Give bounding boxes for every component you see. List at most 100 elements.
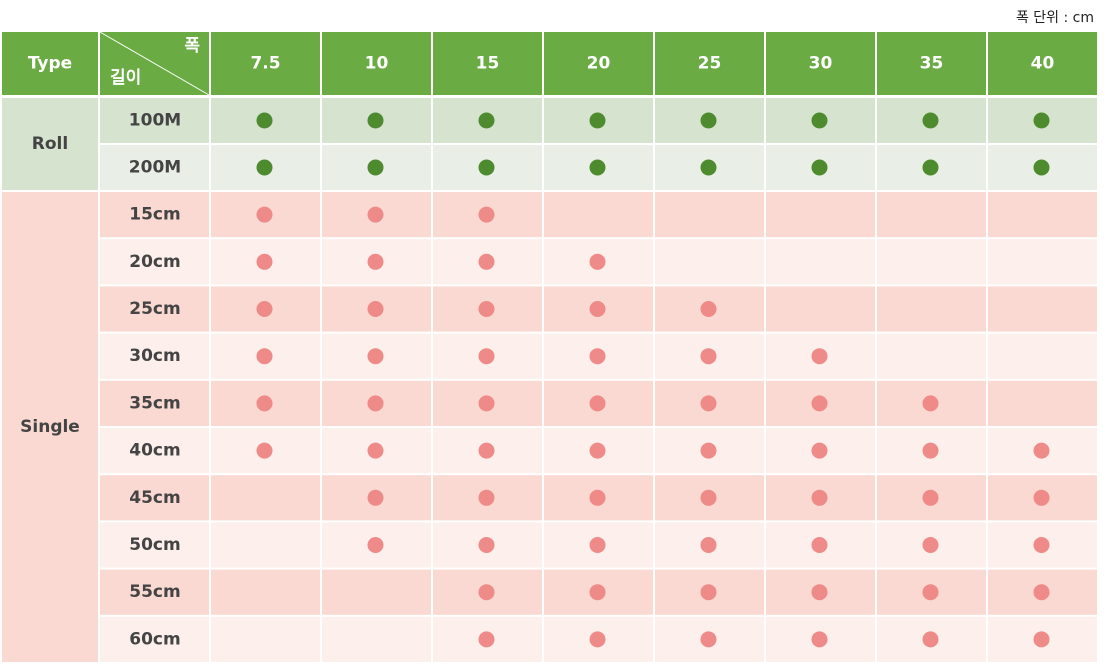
cell [988, 239, 1097, 285]
group-name: Roll [32, 134, 68, 154]
availability-dot [589, 301, 606, 317]
header-cell [877, 32, 986, 95]
availability-dot [922, 584, 939, 601]
header-width: 20 [587, 54, 611, 74]
header-cell [544, 32, 653, 95]
availability-dot [922, 395, 939, 412]
availability-dot [922, 489, 939, 506]
header-cell [211, 32, 320, 95]
cell [766, 286, 875, 332]
length-label: 100M [129, 111, 181, 131]
length-label: 25cm [129, 299, 180, 319]
cell [877, 192, 986, 238]
header-cell [988, 32, 1097, 95]
group-name: Single [20, 417, 80, 437]
length-cell [100, 522, 209, 568]
availability-dot [1033, 631, 1050, 648]
availability-dot [256, 442, 273, 459]
availability-dot [811, 112, 828, 129]
availability-dot [811, 442, 828, 459]
header-width: 7.5 [250, 54, 280, 74]
availability-dot [1033, 489, 1050, 506]
availability-dot [256, 112, 273, 129]
availability-dot [478, 253, 495, 270]
header-width: 40 [1031, 54, 1055, 74]
availability-dot [922, 537, 939, 553]
group-cell [2, 98, 98, 190]
header-width: 30 [809, 54, 833, 74]
availability-dot [811, 631, 828, 648]
availability-dot [367, 442, 384, 459]
cell [211, 616, 320, 662]
header-length-label: 길이 [110, 68, 141, 88]
availability-dot [367, 112, 384, 129]
availability-dot [811, 159, 828, 176]
cell [877, 333, 986, 379]
availability-dot [367, 301, 384, 317]
availability-dot [256, 395, 273, 412]
availability-dot [478, 631, 495, 648]
cell [877, 286, 986, 332]
header-cell [433, 32, 542, 95]
availability-dot [589, 253, 606, 270]
availability-dot [922, 442, 939, 459]
unit-note: 폭 단위 : cm [1016, 10, 1094, 26]
availability-dot [1033, 584, 1050, 601]
availability-dot [256, 159, 273, 176]
availability-dot [922, 631, 939, 648]
availability-dot [478, 159, 495, 176]
header-type: Type [28, 54, 72, 74]
length-cell [100, 145, 209, 190]
availability-dot [589, 631, 606, 648]
length-cell [100, 192, 209, 238]
availability-dot [700, 395, 717, 412]
availability-dot [1033, 442, 1050, 459]
availability-dot [478, 584, 495, 601]
length-cell [100, 98, 209, 143]
availability-dot [478, 395, 495, 412]
availability-dot [589, 112, 606, 129]
availability-dot [589, 395, 606, 412]
availability-dot [589, 159, 606, 176]
availability-dot [367, 489, 384, 506]
header-width-label: 폭 [184, 36, 200, 56]
availability-dot [700, 489, 717, 506]
cell [766, 239, 875, 285]
length-cell [100, 616, 209, 662]
availability-dot [478, 206, 495, 223]
availability-dot [589, 537, 606, 553]
availability-dot [478, 537, 495, 553]
availability-dot [1033, 159, 1050, 176]
length-cell [100, 569, 209, 615]
availability-dot [811, 584, 828, 601]
header-width: 35 [920, 54, 944, 74]
length-cell [100, 475, 209, 521]
length-cell [100, 286, 209, 332]
availability-dot [700, 537, 717, 553]
diagonal [99, 31, 210, 96]
availability-dot [922, 112, 939, 129]
availability-dot [478, 301, 495, 317]
cell [544, 192, 653, 238]
availability-dot [367, 537, 384, 553]
length-label: 40cm [129, 441, 180, 461]
length-label: 15cm [129, 205, 180, 225]
availability-dot [700, 159, 717, 176]
availability-dot [367, 395, 384, 412]
availability-dot [811, 395, 828, 412]
cell [766, 192, 875, 238]
availability-dot [256, 206, 273, 223]
availability-dot [367, 206, 384, 223]
availability-dot [256, 348, 273, 365]
availability-dot [478, 442, 495, 459]
availability-dot [256, 301, 273, 317]
availability-dot [478, 348, 495, 365]
availability-dot [700, 584, 717, 601]
header-cell [655, 32, 764, 95]
cell [211, 569, 320, 615]
availability-dot [478, 112, 495, 129]
availability-dot [589, 489, 606, 506]
availability-dot [811, 348, 828, 365]
availability-dot [589, 584, 606, 601]
